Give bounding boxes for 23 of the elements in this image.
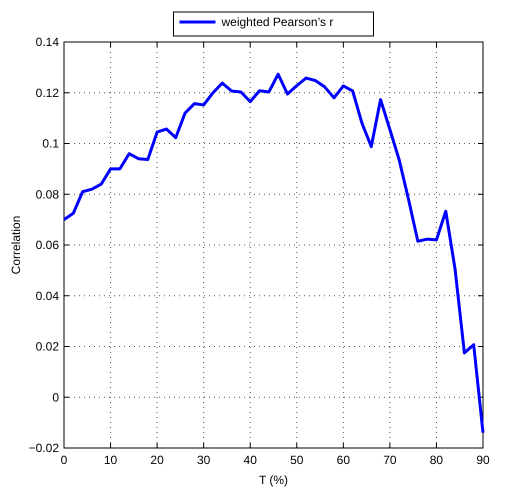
x-tick-label: 10 [104,453,118,467]
y-tick-label: 0.04 [36,288,60,303]
x-tick-label: 40 [244,453,258,467]
y-axis-title: Correlation [9,216,23,274]
x-tick-label: 20 [150,453,164,467]
x-tick-label: 70 [383,453,397,467]
line-series [62,72,484,434]
x-tick-label: 80 [430,453,444,467]
x-axis-title: T (%) [258,473,288,487]
y-tick-label: 0.12 [36,86,60,100]
y-tick-label: 0.14 [36,35,60,49]
y-tick-label: 0.1 [42,136,60,150]
y-tick-label: 0 [52,390,60,404]
x-tick-label: 90 [476,453,490,467]
legend-label: weighted Pearson’s r [220,15,334,29]
y-tick-label: 0.02 [36,340,60,354]
y-tick-label: −0.02 [28,441,60,455]
x-tick-label: 0 [60,453,68,467]
x-tick-label: 30 [196,453,211,467]
x-tick-label: 50 [290,453,304,467]
y-tick-label: 0.06 [36,238,60,252]
x-tick-label: 60 [336,453,350,467]
y-tick-label: 0.08 [36,187,60,202]
